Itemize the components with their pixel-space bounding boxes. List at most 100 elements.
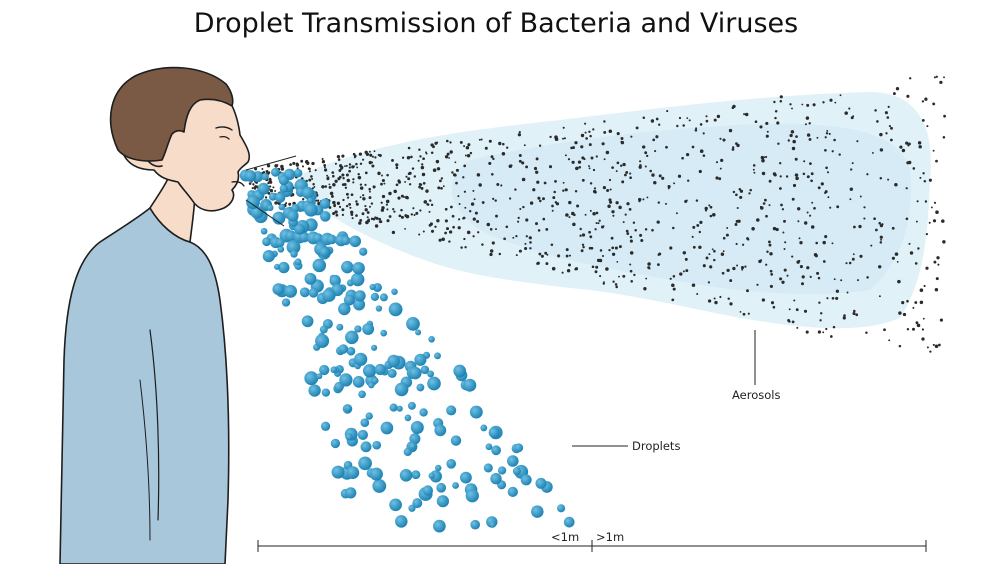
aerosol-dot — [432, 168, 437, 172]
droplet-dot — [469, 405, 483, 419]
aerosol-dot — [722, 250, 725, 253]
aerosol-dot — [350, 213, 354, 216]
droplet-dot — [338, 302, 351, 316]
droplet-dot — [413, 471, 421, 479]
aerosol-dot — [941, 219, 945, 223]
droplet-dot — [465, 489, 479, 503]
aerosol-dot — [880, 238, 883, 241]
aerosol-dot — [783, 268, 787, 272]
aerosol-dot — [574, 190, 578, 193]
aerosol-dot — [435, 159, 440, 164]
aerosol-dot — [264, 196, 268, 199]
aerosol-dot — [935, 75, 938, 78]
aerosol-dot — [814, 254, 818, 258]
aerosol-dot — [502, 142, 505, 146]
aerosol-dot — [702, 264, 706, 268]
aerosol-dot — [464, 246, 467, 249]
aerosol-dot — [274, 190, 277, 192]
aerosol-dot — [545, 227, 549, 231]
aerosol-dot — [765, 134, 769, 138]
aerosol-dot — [476, 220, 480, 223]
aerosol-dot — [378, 220, 381, 223]
aerosol-dot — [628, 208, 632, 211]
aerosol-dot — [774, 116, 777, 120]
aerosol-dot — [922, 317, 925, 320]
aerosol-dot — [539, 199, 542, 203]
aerosol-dot — [536, 180, 540, 184]
aerosol-dot — [720, 158, 724, 163]
aerosol-dot — [359, 196, 362, 199]
aerosol-dot — [866, 276, 869, 279]
aerosol-dot — [362, 158, 365, 161]
droplet-dot — [520, 474, 532, 486]
aerosol-dot — [758, 259, 762, 264]
aerosol-dot — [444, 207, 448, 211]
aerosol-dot — [834, 101, 837, 104]
aerosol-dot — [378, 154, 382, 157]
aerosol-dot — [395, 166, 399, 169]
aerosol-dot — [665, 202, 667, 205]
aerosol-dot — [845, 262, 848, 265]
aerosol-dot — [804, 221, 808, 225]
aerosol-dot — [595, 155, 598, 158]
aerosol-dot — [672, 226, 675, 230]
aerosol-dot — [798, 237, 801, 240]
aerosol-dot — [803, 160, 806, 163]
aerosol-dot — [832, 325, 836, 329]
aerosol-dot — [685, 269, 689, 273]
aerosol-dot — [606, 189, 610, 192]
aerosol-dot — [572, 146, 575, 150]
aerosol-dot — [629, 176, 632, 180]
aerosol-dot — [422, 181, 426, 185]
aerosol-dot — [603, 130, 607, 134]
aerosol-dot — [436, 167, 441, 171]
aerosol-dot — [744, 112, 749, 117]
aerosol-dot — [359, 186, 364, 190]
aerosol-dot — [783, 248, 786, 250]
aerosol-dot — [311, 161, 315, 166]
aerosol-dot — [626, 232, 630, 235]
aerosol-dot — [802, 172, 806, 176]
aerosol-dot — [863, 217, 866, 220]
aerosol-dot — [633, 273, 636, 277]
aerosol-dot — [905, 217, 909, 221]
aerosol-dot — [643, 287, 647, 291]
aerosol-dot — [736, 143, 740, 148]
droplet-dot — [331, 465, 345, 479]
aerosol-dot — [850, 116, 854, 120]
aerosol-dot — [743, 113, 746, 116]
aerosol-dot — [614, 283, 618, 286]
aerosol-dot — [334, 210, 338, 214]
aerosol-dot — [553, 190, 556, 194]
aerosol-dot — [371, 161, 374, 164]
droplet-dot — [407, 401, 416, 410]
aerosol-dot — [488, 139, 492, 143]
aerosol-dot — [368, 205, 372, 208]
aerosol-dot — [722, 138, 726, 142]
aerosol-dot — [608, 129, 613, 133]
droplet-dot — [278, 261, 290, 274]
aerosol-dot — [397, 179, 401, 183]
droplet-dot — [345, 330, 359, 345]
aerosol-dot — [825, 132, 829, 135]
aerosol-dot — [791, 197, 795, 201]
aerosol-dot — [605, 267, 609, 271]
aerosol-dot — [434, 225, 437, 228]
aerosol-dot — [351, 217, 354, 220]
aerosol-dot — [359, 162, 363, 165]
aerosol-dot — [427, 203, 430, 206]
aerosol-dot — [744, 265, 747, 268]
aerosol-dot — [308, 178, 312, 182]
aerosol-dot — [740, 266, 745, 270]
aerosol-dot — [716, 114, 721, 119]
aerosol-dot — [728, 128, 733, 133]
aerosol-dot — [768, 179, 772, 183]
aerosol-dot — [589, 235, 593, 239]
aerosol-dot — [418, 185, 421, 189]
aerosol-dot — [562, 137, 564, 140]
aerosol-dot — [707, 299, 712, 303]
aerosol-dot — [388, 191, 392, 196]
droplet-dot — [512, 467, 521, 476]
aerosol-dot — [729, 302, 733, 306]
aerosols-label: Aerosols — [732, 388, 780, 402]
